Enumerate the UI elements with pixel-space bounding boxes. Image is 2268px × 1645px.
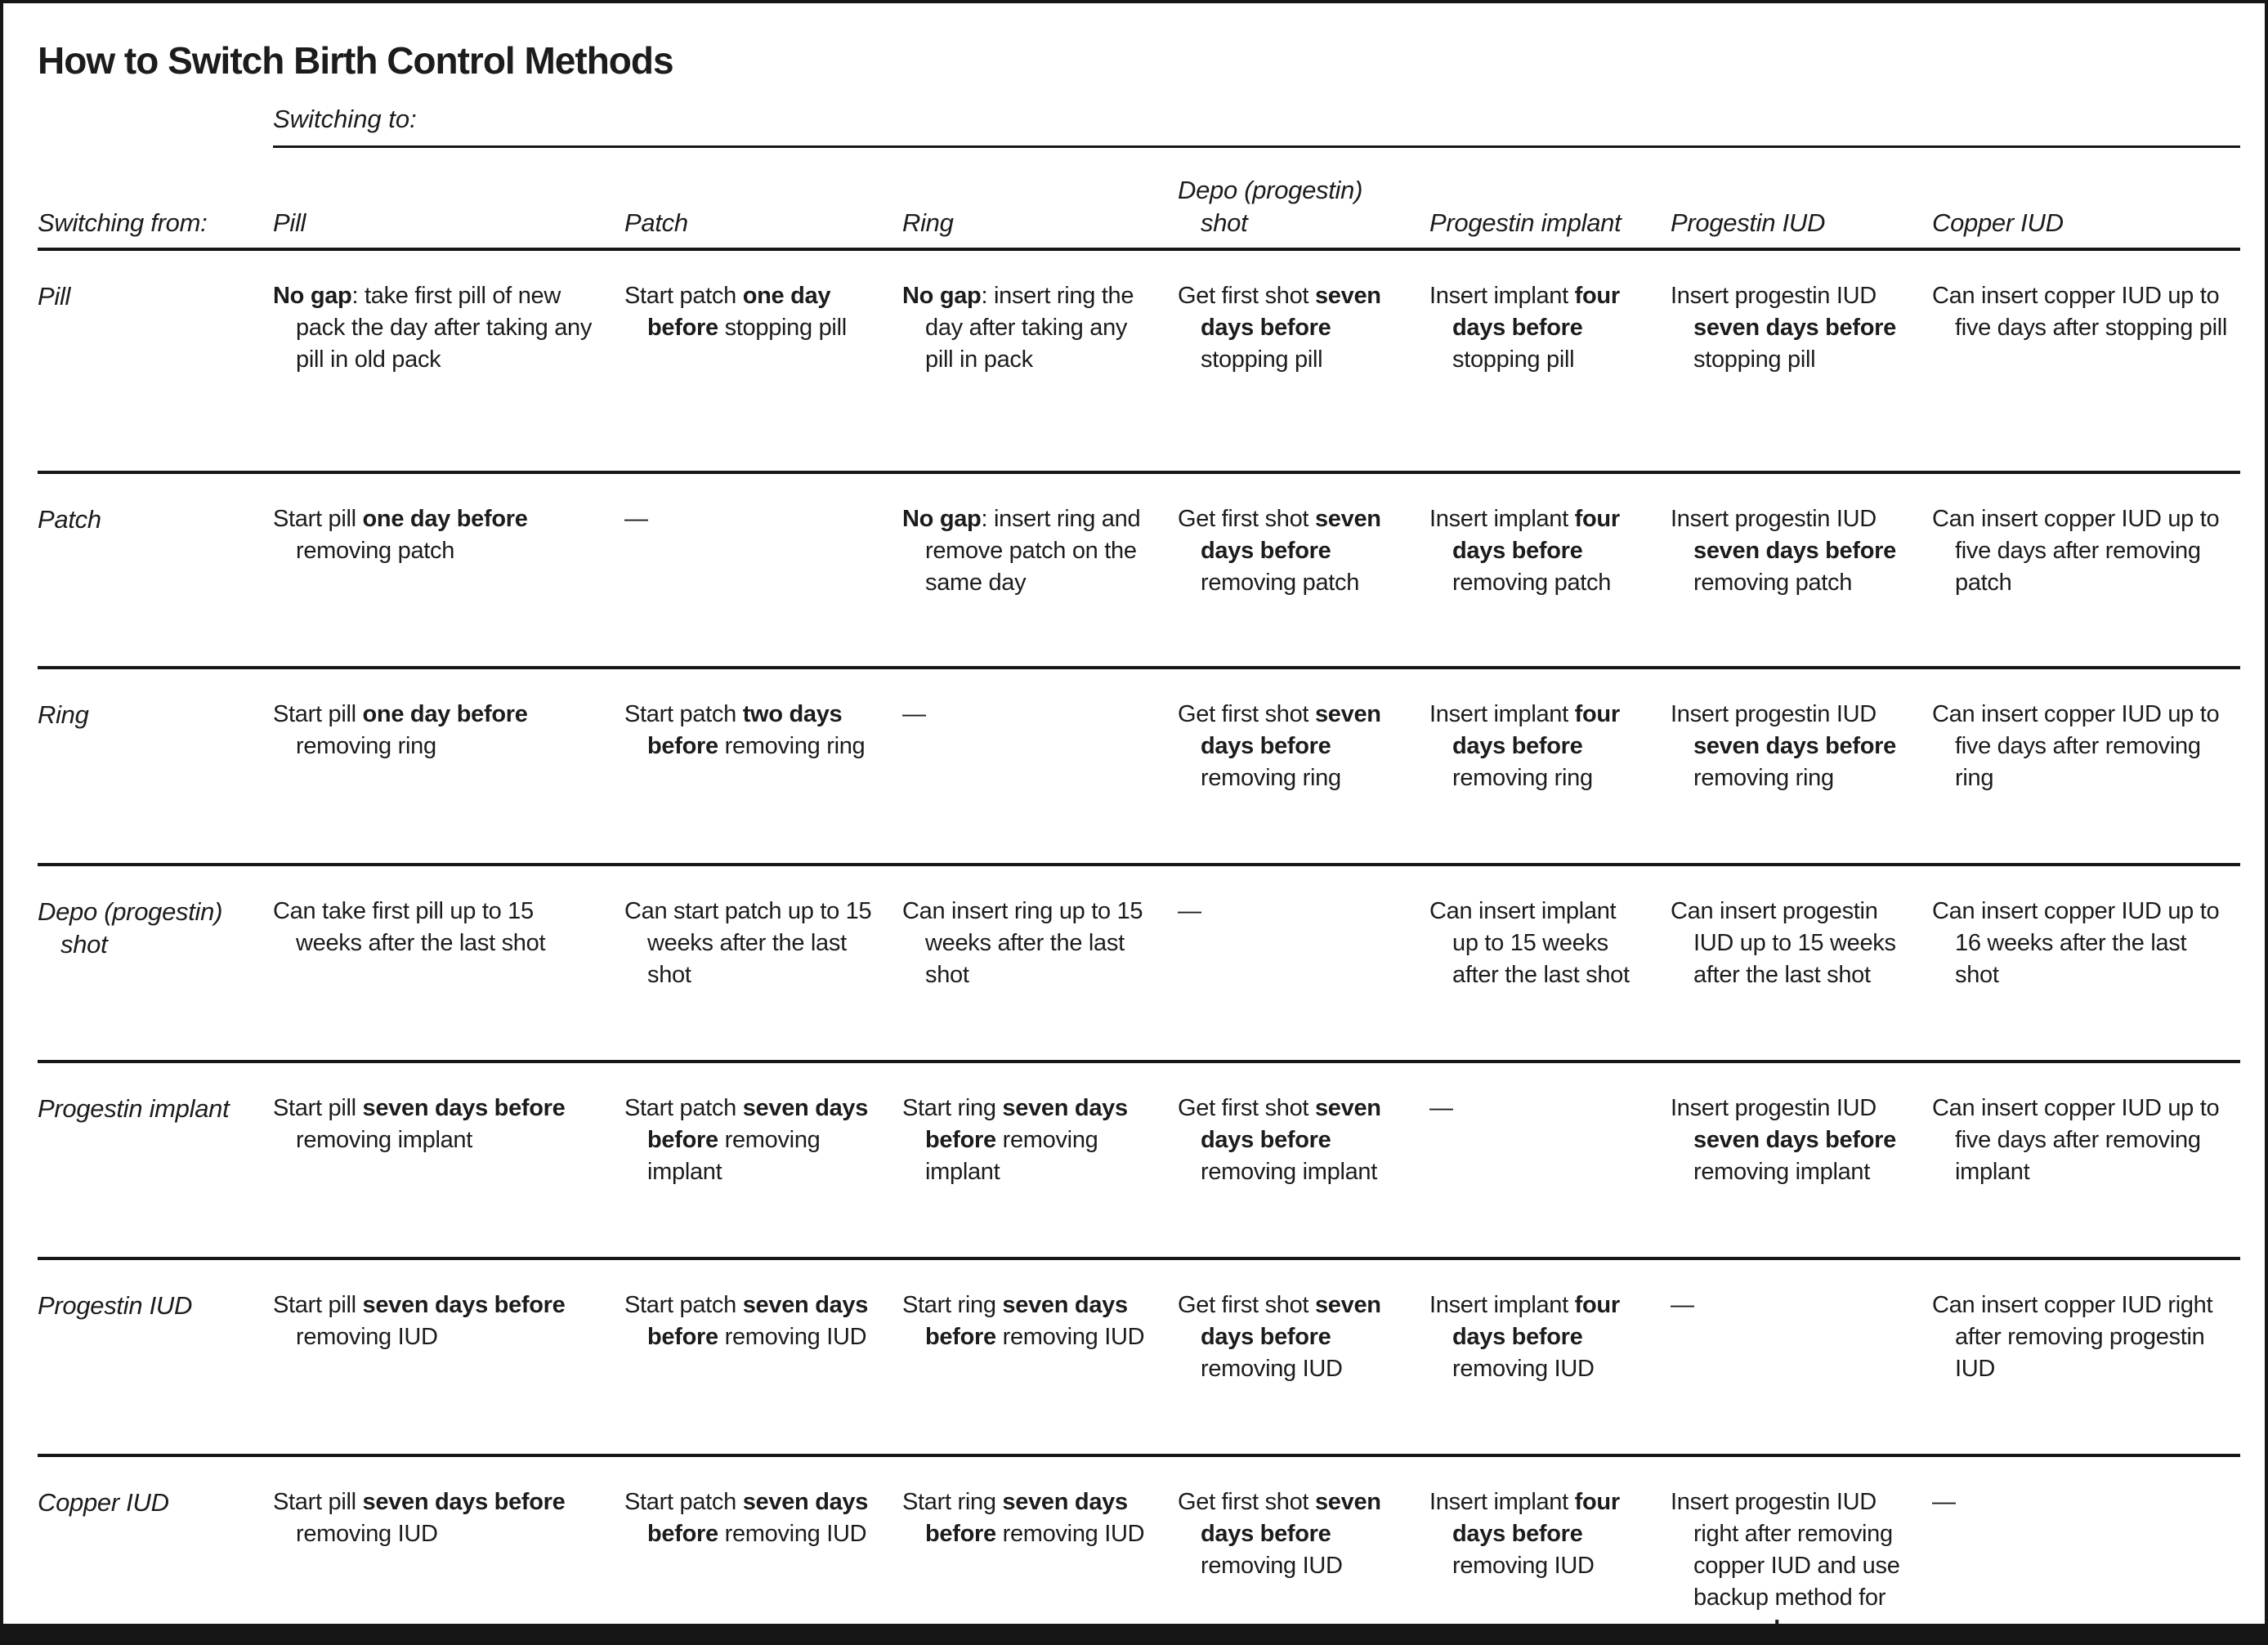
cell-progestin-iud-to-copper-iud: Can insert copper IUD right after removi… <box>1932 1292 2213 1382</box>
table-row-progestin-iud: Progestin IUD Start pill seven days befor… <box>38 1260 2240 1457</box>
cell-depo-progestin-shot-to-ring: Can insert ring up to 15 weeks after the… <box>902 898 1143 988</box>
cell-patch-to-ring: No gap: insert ring and remove patch on … <box>902 506 1141 596</box>
cell-progestin-implant-to-copper-iud: Can insert copper IUD up to five days af… <box>1932 1095 2220 1185</box>
cell-progestin-implant-to-progestin-iud: Insert progestin IUD seven days before r… <box>1671 1095 1896 1185</box>
cell-progestin-implant-to-pill: Start pill seven days before removing im… <box>273 1095 566 1153</box>
cell-patch-to-progestin-implant: Insert implant four days before removing… <box>1429 506 1620 596</box>
cell-progestin-implant-to-ring: Start ring seven days before removing im… <box>902 1095 1128 1185</box>
cell-ring-to-progestin-iud: Insert progestin IUD seven days before r… <box>1671 701 1896 791</box>
cell-patch-to-pill: Start pill one day before removing patch <box>273 506 528 564</box>
cell-progestin-iud-to-patch: Start patch seven days before removing I… <box>624 1292 869 1350</box>
cell-depo-progestin-shot-to-copper-iud: Can insert copper IUD up to 16 weeks aft… <box>1932 898 2220 988</box>
cell-ring-to-progestin-implant: Insert implant four days before removing… <box>1429 701 1620 791</box>
cell-pill-to-progestin-implant: Insert implant four days before stopping… <box>1429 283 1620 373</box>
cell-progestin-implant-to-depo-progestin-shot: Get first shot seven days before removin… <box>1178 1095 1381 1185</box>
cell-depo-progestin-shot-to-progestin-implant: Can insert implant up to 15 weeks after … <box>1429 898 1630 988</box>
cell-depo-progestin-shot-to-depo-progestin-shot: — <box>1178 898 1201 924</box>
cell-copper-iud-to-copper-iud: — <box>1932 1489 1956 1515</box>
table-content: How to Switch Birth Control Methods Swit… <box>3 39 2265 1642</box>
cell-progestin-implant-to-progestin-implant: — <box>1429 1095 1453 1121</box>
cell-progestin-implant-to-patch: Start patch seven days before removing i… <box>624 1095 869 1185</box>
column-header-ring: Ring <box>902 208 954 237</box>
cell-depo-progestin-shot-to-progestin-iud: Can insert progestin IUD up to 15 weeks … <box>1671 898 1896 988</box>
cell-copper-iud-to-pill: Start pill seven days before removing IU… <box>273 1489 566 1547</box>
cell-copper-iud-to-progestin-iud: Insert progestin IUD right after removin… <box>1671 1489 1900 1642</box>
switching-to-header: Switching to: <box>273 103 2240 148</box>
column-header-patch: Patch <box>624 208 688 237</box>
cell-progestin-iud-to-progestin-iud: — <box>1671 1292 1694 1318</box>
table-row-pill: Pill No gap: take first pill of new pack … <box>38 251 2240 474</box>
cell-depo-progestin-shot-to-patch: Can start patch up to 15 weeks after the… <box>624 898 872 988</box>
cell-pill-to-copper-iud: Can insert copper IUD up to five days af… <box>1932 283 2228 341</box>
column-header-progestin-iud: Progestin IUD <box>1671 208 1826 237</box>
cell-pill-to-patch: Start patch one day before stopping pill <box>624 283 847 341</box>
cell-ring-to-pill: Start pill one day before removing ring <box>273 701 528 759</box>
column-header-pill: Pill <box>273 208 306 237</box>
cell-progestin-iud-to-pill: Start pill seven days before removing IU… <box>273 1292 566 1350</box>
cell-progestin-iud-to-progestin-implant: Insert implant four days before removing… <box>1429 1292 1620 1382</box>
page-title: How to Switch Birth Control Methods <box>38 39 674 82</box>
cell-pill-to-depo-progestin-shot: Get first shot seven days before stoppin… <box>1178 283 1381 373</box>
table-row-depo-progestin-shot: Depo (progestin) shot Can take first pill… <box>38 866 2240 1063</box>
cell-copper-iud-to-ring: Start ring seven days before removing IU… <box>902 1489 1145 1547</box>
row-header-patch: Patch <box>38 505 101 534</box>
switching-from-label: Switching from: <box>38 208 208 237</box>
table-header-row: Switching from: Pill Patch Ring Depo (proge… <box>38 148 2240 251</box>
bottom-border-bar <box>3 1624 2265 1642</box>
cell-pill-to-progestin-iud: Insert progestin IUD seven days before s… <box>1671 283 1896 373</box>
column-header-progestin-implant: Progestin implant <box>1429 208 1622 237</box>
switching-to-label: Switching to: <box>273 105 417 133</box>
table-row-progestin-implant: Progestin implant Start pill seven days b… <box>38 1063 2240 1260</box>
row-header-pill: Pill <box>38 282 71 311</box>
cell-progestin-iud-to-ring: Start ring seven days before removing IU… <box>902 1292 1145 1350</box>
cell-progestin-iud-to-depo-progestin-shot: Get first shot seven days before removin… <box>1178 1292 1381 1382</box>
column-header-depo-progestin-shot: Depo (progestin) shot <box>1178 176 1363 237</box>
cell-pill-to-ring: No gap: insert ring the day after taking… <box>902 283 1134 373</box>
column-header-copper-iud: Copper IUD <box>1932 208 2064 237</box>
cell-depo-progestin-shot-to-pill: Can take first pill up to 15 weeks after… <box>273 898 546 956</box>
table-row-copper-iud: Copper IUD Start pill seven days before r… <box>38 1457 2240 1642</box>
cell-patch-to-depo-progestin-shot: Get first shot seven days before removin… <box>1178 506 1381 596</box>
cell-copper-iud-to-progestin-implant: Insert implant four days before removing… <box>1429 1489 1620 1579</box>
cell-ring-to-ring: — <box>902 701 926 727</box>
cell-patch-to-patch: — <box>624 506 648 532</box>
cell-ring-to-patch: Start patch two days before removing rin… <box>624 701 866 759</box>
cell-patch-to-progestin-iud: Insert progestin IUD seven days before r… <box>1671 506 1896 596</box>
cell-ring-to-depo-progestin-shot: Get first shot seven days before removin… <box>1178 701 1381 791</box>
row-header-progestin-iud: Progestin IUD <box>38 1291 193 1320</box>
table-row-ring: Ring Start pill one day before removing r… <box>38 669 2240 866</box>
table-body: Pill No gap: take first pill of new pack … <box>38 251 2240 1642</box>
cell-patch-to-copper-iud: Can insert copper IUD up to five days af… <box>1932 506 2220 596</box>
row-header-ring: Ring <box>38 700 89 729</box>
cell-copper-iud-to-patch: Start patch seven days before removing I… <box>624 1489 869 1547</box>
cell-ring-to-copper-iud: Can insert copper IUD up to five days af… <box>1932 701 2220 791</box>
row-header-progestin-implant: Progestin implant <box>38 1094 230 1123</box>
row-header-depo-progestin-shot: Depo (progestin) shot <box>38 897 223 959</box>
cell-pill-to-pill: No gap: take first pill of new pack the … <box>273 283 593 373</box>
row-header-copper-iud: Copper IUD <box>38 1488 169 1517</box>
cell-copper-iud-to-depo-progestin-shot: Get first shot seven days before removin… <box>1178 1489 1381 1579</box>
table-row-patch: Patch Start pill one day before removing … <box>38 474 2240 669</box>
